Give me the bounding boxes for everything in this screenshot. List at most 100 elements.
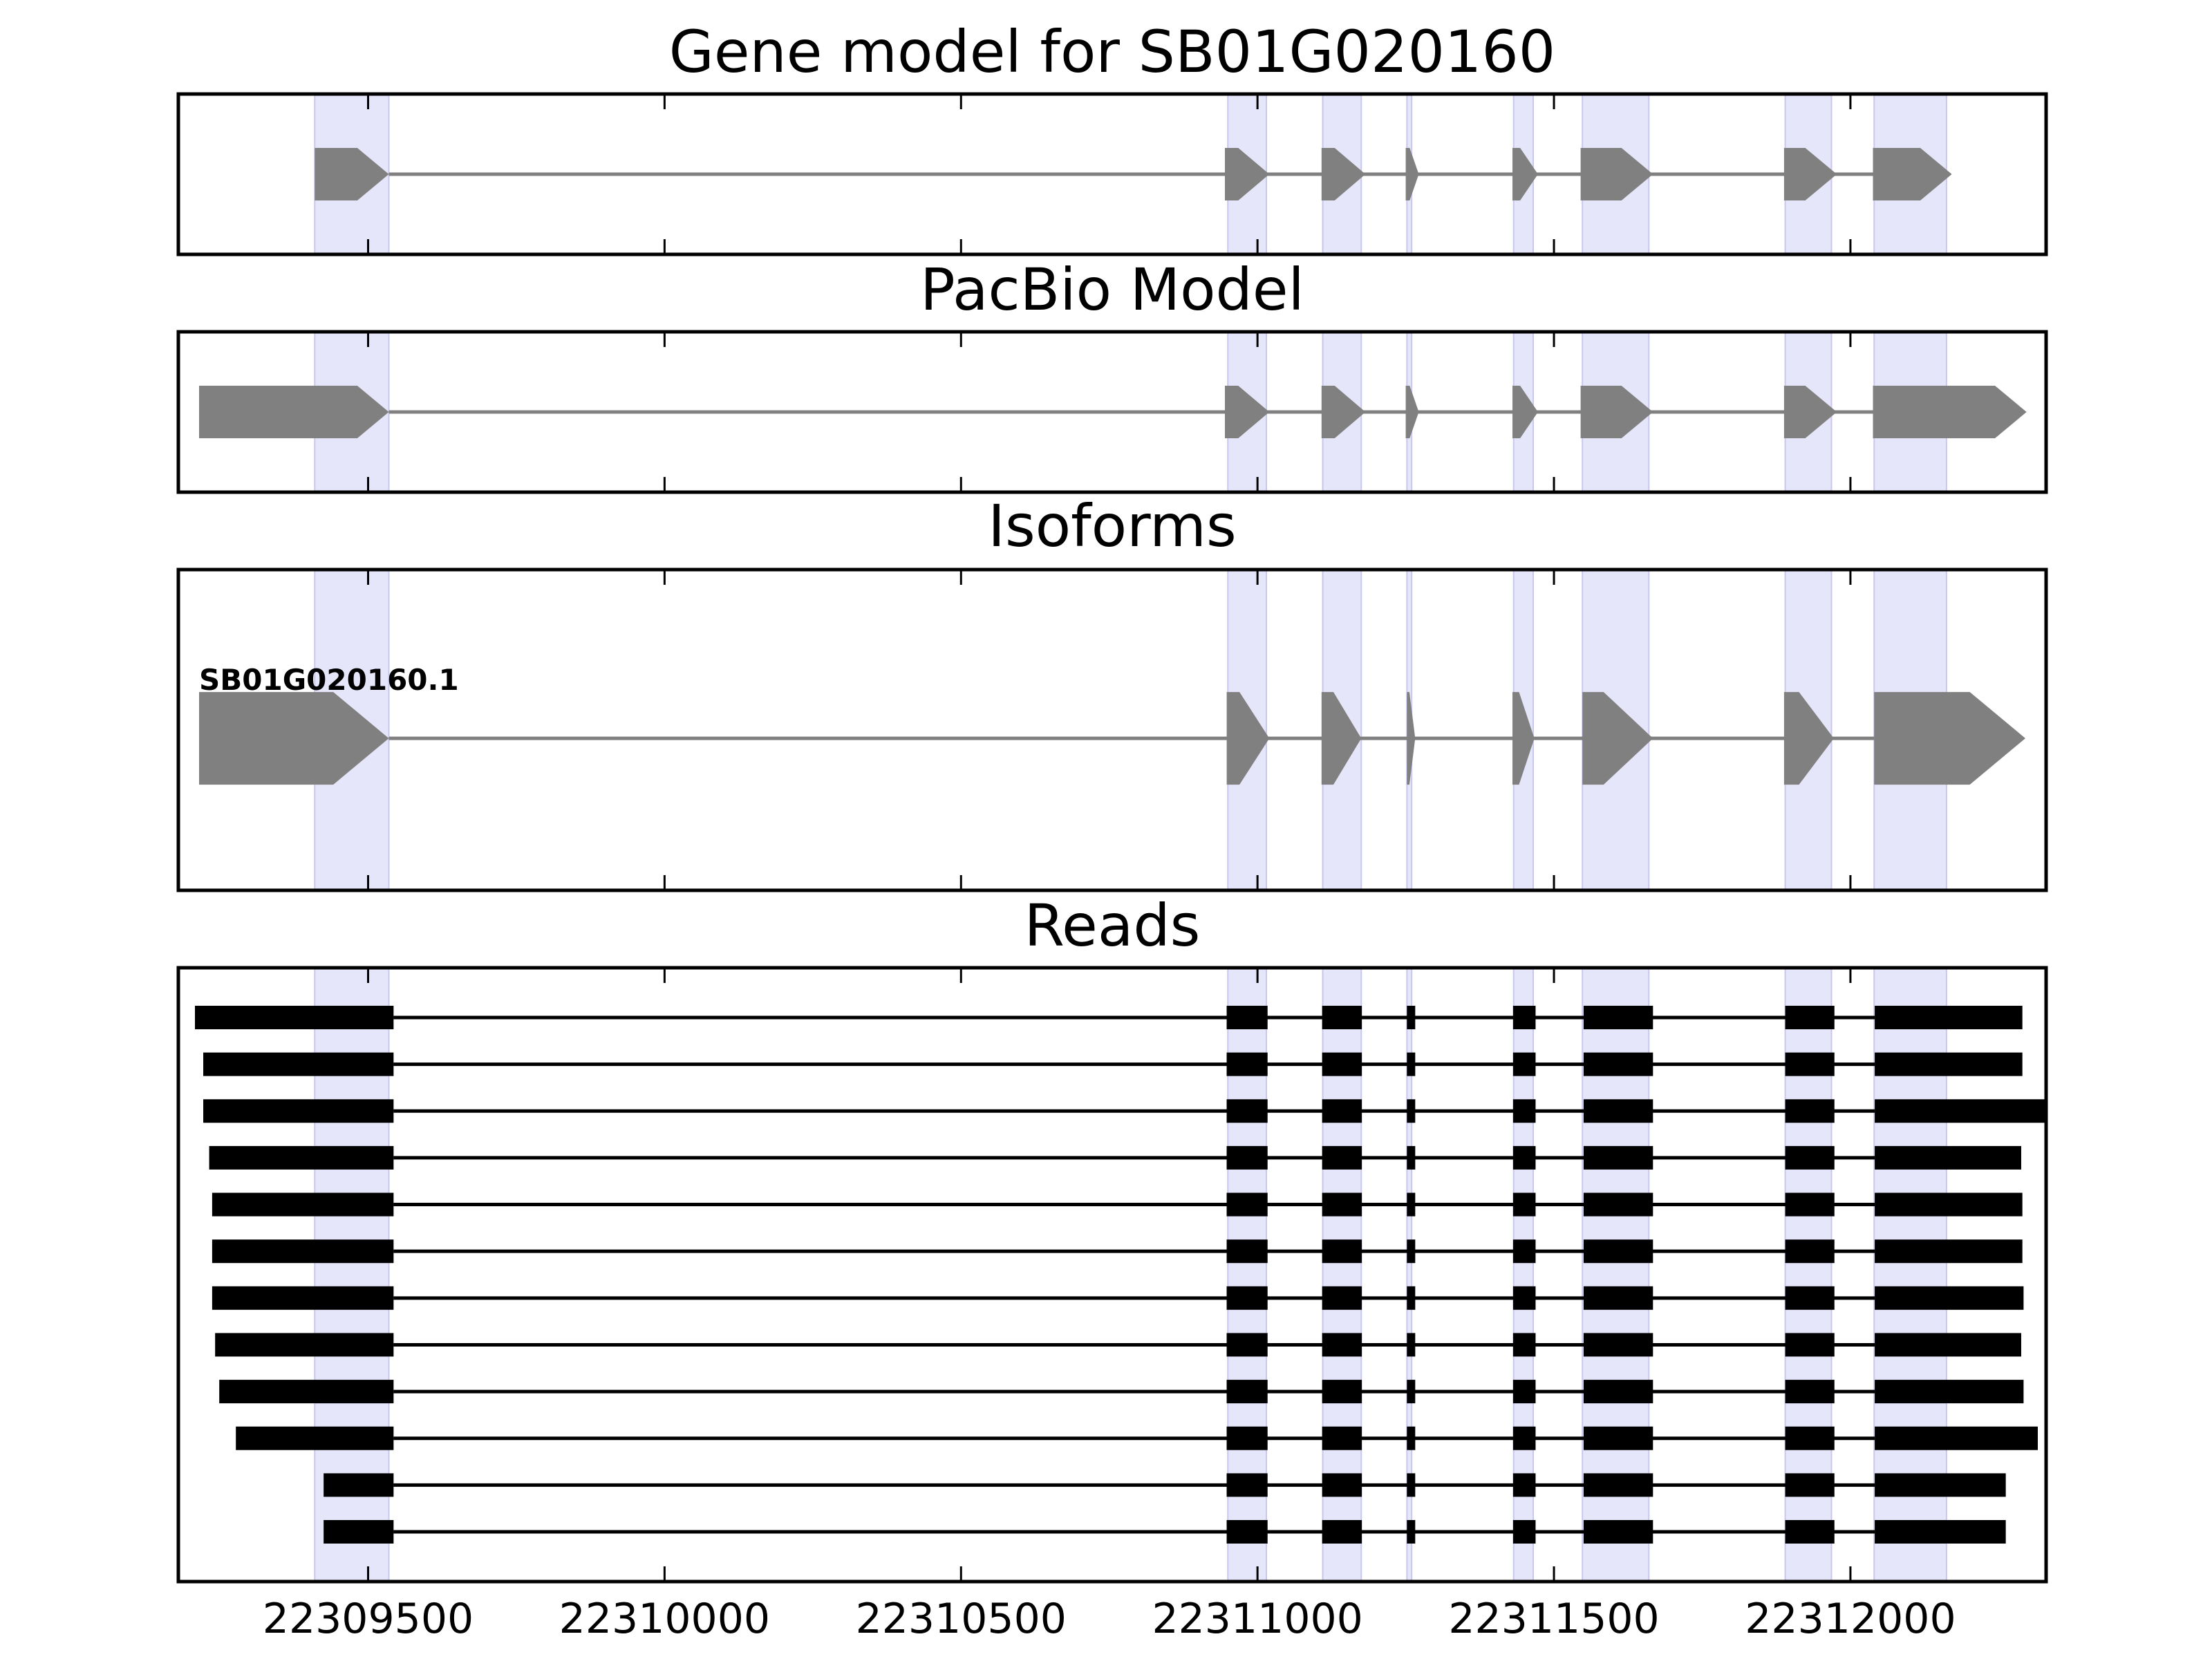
exon-shape — [1873, 386, 2027, 438]
read-exon — [1785, 1333, 1835, 1357]
x-tick-label: 22310000 — [559, 1595, 770, 1643]
read-exon — [1875, 1145, 2021, 1170]
read-row — [219, 1380, 2024, 1404]
read-exon — [1875, 1006, 2023, 1029]
read-exon — [1785, 1192, 1835, 1217]
read-exon — [1512, 1006, 1536, 1029]
read-row — [236, 1426, 2038, 1450]
read-exon — [1512, 1099, 1536, 1123]
read-exon — [1407, 1239, 1416, 1264]
panel-frame — [176, 568, 2048, 892]
exon-shape — [1874, 692, 2025, 785]
panel-1 — [176, 330, 2048, 494]
exon-shape — [1512, 692, 1535, 785]
read-exon — [1322, 1052, 1362, 1076]
read-row — [209, 1145, 2021, 1170]
panel-frame — [176, 92, 2048, 256]
read-exon — [1583, 1473, 1653, 1497]
exon-shape — [1321, 692, 1362, 785]
exon-shape — [1225, 386, 1270, 438]
read-exon — [1875, 1099, 2046, 1123]
panel-title: Reads — [1024, 892, 1201, 959]
read-exon — [1226, 1006, 1268, 1029]
isoform-label: SB01G020160.1 — [199, 663, 459, 697]
read-row — [195, 1006, 2023, 1029]
x-tick-label: 22311500 — [1448, 1595, 1659, 1643]
read-exon — [1785, 1099, 1835, 1123]
read-exon — [1785, 1006, 1835, 1029]
read-exon — [1226, 1192, 1268, 1217]
panel-title: PacBio Model — [920, 256, 1304, 324]
read-exon — [219, 1380, 394, 1404]
read-row — [212, 1239, 2023, 1264]
read-exon — [1322, 1145, 1362, 1170]
read-exon — [209, 1145, 394, 1170]
x-tick-label: 22311000 — [1152, 1595, 1362, 1643]
read-exon — [1875, 1426, 2038, 1450]
read-exon — [1226, 1333, 1268, 1357]
read-exon — [1512, 1239, 1536, 1264]
exon-shape — [1580, 386, 1653, 438]
read-exon — [1322, 1192, 1362, 1217]
read-exon — [1322, 1333, 1362, 1357]
exon-shape — [1405, 148, 1419, 200]
read-exon — [1785, 1286, 1835, 1310]
panel-2 — [176, 568, 2048, 892]
read-exon — [1322, 1520, 1362, 1544]
read-exon — [1226, 1520, 1268, 1544]
read-exon — [1407, 1520, 1416, 1544]
read-exon — [1407, 1380, 1416, 1404]
read-exon — [1512, 1520, 1536, 1544]
read-exon — [1226, 1145, 1268, 1170]
read-exon — [1583, 1052, 1653, 1076]
read-exon — [1407, 1473, 1416, 1497]
read-row — [324, 1473, 2006, 1497]
exon-shape — [1783, 692, 1834, 785]
read-exon — [1583, 1239, 1653, 1264]
exon-shape — [1873, 148, 1952, 200]
read-exon — [1785, 1239, 1835, 1264]
read-exon — [1407, 1333, 1416, 1357]
read-exon — [1583, 1333, 1653, 1357]
read-exon — [1875, 1286, 2024, 1310]
read-exon — [1583, 1006, 1653, 1029]
read-exon — [1512, 1192, 1536, 1217]
read-exon — [212, 1239, 394, 1264]
exon-shape — [1226, 692, 1270, 785]
read-exon — [203, 1099, 394, 1123]
read-exon — [324, 1473, 394, 1497]
read-exon — [1226, 1052, 1268, 1076]
read-exon — [1583, 1145, 1653, 1170]
read-exon — [1875, 1239, 2023, 1264]
read-exon — [1875, 1052, 2023, 1076]
read-row — [324, 1520, 2006, 1544]
read-exon — [1407, 1099, 1416, 1123]
read-exon — [195, 1006, 394, 1029]
x-tick-label: 22310500 — [856, 1595, 1067, 1643]
read-exon — [1512, 1473, 1536, 1497]
panel-0 — [176, 92, 2048, 256]
read-exon — [1875, 1380, 2024, 1404]
exon-shape — [315, 148, 389, 200]
exon-shape — [199, 386, 389, 438]
read-row — [212, 1286, 2024, 1310]
read-exon — [1512, 1426, 1536, 1450]
panel-frame — [176, 966, 2048, 1584]
read-exon — [215, 1333, 394, 1357]
exon-shape — [1783, 148, 1837, 200]
read-exon — [1583, 1520, 1653, 1544]
exon-shape — [1225, 148, 1270, 200]
read-exon — [1512, 1052, 1536, 1076]
read-exon — [1226, 1286, 1268, 1310]
read-exon — [1407, 1006, 1416, 1029]
read-exon — [1322, 1099, 1362, 1123]
exon-shape — [1407, 692, 1416, 785]
x-tick-label: 22312000 — [1745, 1595, 1956, 1643]
read-row — [203, 1052, 2023, 1076]
read-exon — [1407, 1192, 1416, 1217]
read-exon — [203, 1052, 394, 1076]
read-exon — [1512, 1380, 1536, 1404]
exon-shape — [1582, 692, 1653, 785]
read-exon — [1226, 1380, 1268, 1404]
